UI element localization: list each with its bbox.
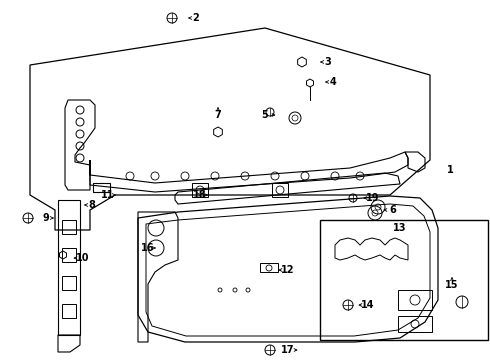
Text: 6: 6: [390, 205, 396, 215]
Text: 19: 19: [366, 193, 380, 203]
Bar: [320, 220, 488, 340]
Bar: [62, 220, 76, 234]
Text: 18: 18: [193, 190, 207, 200]
Bar: [62, 248, 76, 262]
Text: 1: 1: [446, 165, 453, 175]
Text: 7: 7: [215, 110, 221, 120]
Text: 9: 9: [43, 213, 49, 223]
Text: 13: 13: [393, 223, 407, 233]
Bar: [58, 200, 80, 335]
Text: 12: 12: [281, 265, 295, 275]
Text: 15: 15: [445, 280, 459, 290]
Text: 5: 5: [262, 110, 269, 120]
Bar: [62, 276, 76, 290]
Text: 14: 14: [361, 300, 375, 310]
Text: 16: 16: [141, 243, 155, 253]
Bar: [398, 316, 432, 332]
Text: 10: 10: [76, 253, 90, 263]
Text: 11: 11: [101, 190, 115, 200]
Text: 8: 8: [89, 200, 96, 210]
Bar: [398, 290, 432, 310]
Bar: [62, 304, 76, 318]
Text: 3: 3: [325, 57, 331, 67]
Text: 17: 17: [281, 345, 295, 355]
Text: 4: 4: [330, 77, 336, 87]
Text: 2: 2: [193, 13, 199, 23]
